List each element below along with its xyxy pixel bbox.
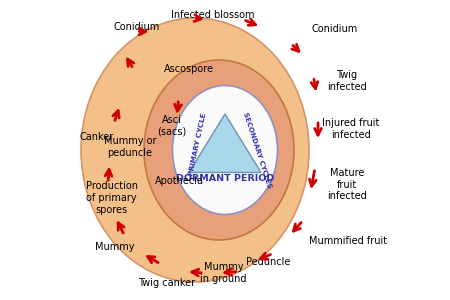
Text: Ascospore: Ascospore: [163, 64, 213, 74]
Ellipse shape: [81, 18, 309, 282]
Text: Apothecia: Apothecia: [155, 176, 204, 187]
Text: Asci
(sacs): Asci (sacs): [158, 115, 187, 137]
Text: Conidium: Conidium: [114, 22, 160, 32]
Text: Mummified fruit: Mummified fruit: [309, 236, 387, 247]
Text: Mature
fruit
infected: Mature fruit infected: [327, 168, 367, 201]
Text: Conidium: Conidium: [312, 23, 358, 34]
Text: Mummy or
peduncle: Mummy or peduncle: [104, 136, 156, 158]
Text: Peduncle: Peduncle: [246, 256, 291, 267]
Text: Mummy
in ground: Mummy in ground: [200, 262, 247, 283]
Text: Infected blossom: Infected blossom: [171, 10, 255, 20]
Text: Twig canker: Twig canker: [138, 278, 195, 288]
Polygon shape: [189, 114, 261, 172]
Text: Injured fruit
infected: Injured fruit infected: [323, 118, 380, 140]
Text: PRIMARY CYCLE: PRIMARY CYCLE: [188, 112, 207, 176]
Text: DORMANT PERIOD: DORMANT PERIOD: [176, 174, 274, 183]
Text: Twig
infected: Twig infected: [327, 70, 367, 92]
Text: Production
of primary
spores: Production of primary spores: [86, 182, 138, 214]
Text: Canker: Canker: [80, 131, 114, 142]
Ellipse shape: [172, 85, 278, 214]
Ellipse shape: [144, 60, 294, 240]
Text: SECONDARY CYCLES: SECONDARY CYCLES: [242, 111, 273, 189]
Text: Mummy: Mummy: [94, 242, 134, 253]
